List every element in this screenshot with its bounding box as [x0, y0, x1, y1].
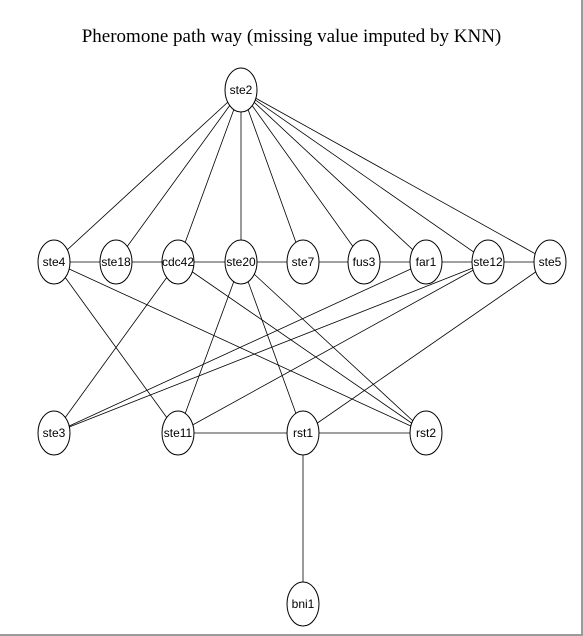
node-ellipse — [161, 410, 195, 456]
node-ellipse — [286, 581, 320, 627]
edge-cdc42-ste3 — [53, 261, 179, 434]
node-ellipse — [286, 239, 320, 285]
node-label: ste11 — [164, 426, 193, 440]
node-ellipse — [409, 410, 443, 456]
edge-ste5-rst1 — [302, 261, 551, 434]
node-label: ste3 — [43, 426, 66, 440]
edge-ste2-cdc42 — [177, 89, 242, 263]
edge-ste2-ste18 — [115, 89, 242, 263]
node-ste2: ste2 — [224, 67, 258, 113]
edge-far1-ste3 — [53, 261, 427, 434]
edge-ste2-ste7 — [240, 89, 304, 263]
node-label: rst2 — [416, 426, 436, 440]
node-ste18: ste18 — [99, 239, 133, 285]
node-label: bni1 — [292, 597, 315, 611]
node-ellipse — [347, 239, 381, 285]
node-ellipse — [224, 239, 258, 285]
node-label: ste18 — [101, 255, 131, 269]
edge-ste2-ste12 — [240, 89, 489, 263]
node-rst1: rst1 — [286, 410, 320, 456]
node-ste7: ste7 — [286, 239, 320, 285]
node-label: ste7 — [292, 255, 315, 269]
node-label: ste2 — [230, 83, 253, 97]
node-ellipse — [533, 239, 567, 285]
node-ellipse — [99, 239, 133, 285]
edges-layer — [53, 89, 551, 604]
node-label: ste5 — [539, 255, 562, 269]
edge-ste2-fus3 — [240, 89, 365, 263]
node-ellipse — [37, 410, 71, 456]
edge-ste12-ste3 — [53, 261, 489, 434]
edge-ste2-ste4 — [53, 89, 242, 263]
node-label: cdc42 — [162, 255, 194, 269]
node-ste11: ste11 — [161, 410, 195, 456]
node-ellipse — [409, 239, 443, 285]
node-label: fus3 — [353, 255, 376, 269]
edge-ste2-ste5 — [240, 89, 551, 263]
edge-ste20-ste11 — [177, 261, 242, 434]
node-ellipse — [471, 239, 505, 285]
node-label: ste12 — [473, 255, 503, 269]
edge-ste2-far1 — [240, 89, 427, 263]
edge-ste12-ste11 — [177, 261, 489, 434]
edge-cdc42-rst2 — [177, 261, 427, 434]
node-ste20: ste20 — [224, 239, 258, 285]
node-label: ste20 — [226, 255, 256, 269]
node-cdc42: cdc42 — [161, 239, 195, 285]
node-label: rst1 — [293, 426, 313, 440]
node-ste4: ste4 — [37, 239, 71, 285]
node-ste3: ste3 — [37, 410, 71, 456]
node-label: far1 — [416, 255, 437, 269]
node-ellipse — [161, 239, 195, 285]
node-ellipse — [286, 410, 320, 456]
node-far1: far1 — [409, 239, 443, 285]
node-rst2: rst2 — [409, 410, 443, 456]
node-ste5: ste5 — [533, 239, 567, 285]
nodes-layer: ste2 ste4 ste18 cdc42 ste20 ste7 fus3 far1 ste12… — [37, 67, 567, 627]
node-fus3: fus3 — [347, 239, 381, 285]
diagram-title: Pheromone path way (missing value impute… — [81, 26, 502, 47]
node-ellipse — [224, 67, 258, 113]
node-label: ste4 — [43, 255, 66, 269]
node-bni1: bni1 — [286, 581, 320, 627]
node-ellipse — [37, 239, 71, 285]
node-ste12: ste12 — [471, 239, 505, 285]
